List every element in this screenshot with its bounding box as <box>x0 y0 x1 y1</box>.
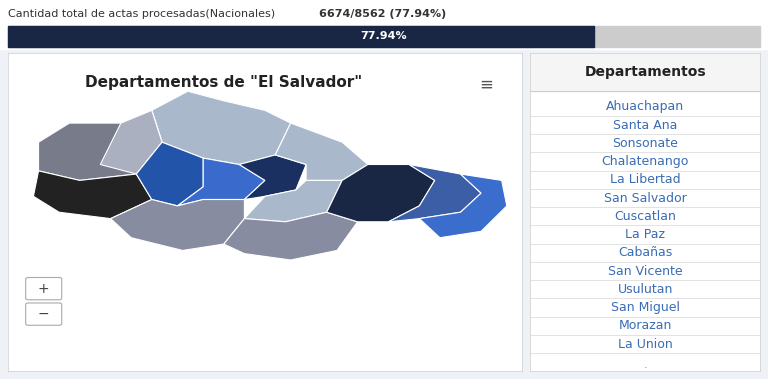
Text: Cantidad total de actas procesadas(Nacionales): Cantidad total de actas procesadas(Nacio… <box>8 9 278 19</box>
Text: Departamentos de "El Salvador": Departamentos de "El Salvador" <box>85 75 362 90</box>
Text: Departamentos: Departamentos <box>584 65 706 79</box>
Bar <box>530 53 760 91</box>
Polygon shape <box>152 91 291 164</box>
Polygon shape <box>419 174 507 238</box>
Polygon shape <box>38 110 162 180</box>
FancyBboxPatch shape <box>25 303 61 325</box>
Polygon shape <box>137 142 204 206</box>
Text: ≡: ≡ <box>479 75 493 93</box>
Bar <box>8 26 760 47</box>
Polygon shape <box>244 180 343 222</box>
Text: Cabañas: Cabañas <box>618 246 672 259</box>
Text: +: + <box>38 282 49 296</box>
Text: La Libertad: La Libertad <box>610 173 680 186</box>
Polygon shape <box>177 158 265 206</box>
Text: La Union: La Union <box>617 338 673 351</box>
Text: .: . <box>644 360 647 370</box>
Text: −: − <box>38 307 49 321</box>
Text: San Salvador: San Salvador <box>604 191 687 205</box>
Text: Santa Ana: Santa Ana <box>613 119 677 132</box>
Text: Cuscatlan: Cuscatlan <box>614 210 676 223</box>
Text: San Miguel: San Miguel <box>611 301 680 314</box>
Text: La Paz: La Paz <box>625 228 665 241</box>
Text: San Vicente: San Vicente <box>607 265 683 277</box>
Polygon shape <box>240 155 306 199</box>
Polygon shape <box>34 171 152 219</box>
Text: Usulutan: Usulutan <box>617 283 673 296</box>
Bar <box>8 26 594 47</box>
FancyBboxPatch shape <box>25 277 61 300</box>
Polygon shape <box>101 110 162 174</box>
Text: Ahuachapan: Ahuachapan <box>606 100 684 113</box>
Polygon shape <box>275 123 368 180</box>
Text: Morazan: Morazan <box>618 319 672 332</box>
Text: Sonsonate: Sonsonate <box>612 137 678 150</box>
Polygon shape <box>111 199 244 251</box>
Polygon shape <box>326 164 435 222</box>
Polygon shape <box>223 212 358 260</box>
Text: Chalatenango: Chalatenango <box>601 155 689 168</box>
Polygon shape <box>389 164 481 222</box>
Text: 77.94%: 77.94% <box>361 31 407 41</box>
Text: 6674/8562 (77.94%): 6674/8562 (77.94%) <box>319 9 446 19</box>
